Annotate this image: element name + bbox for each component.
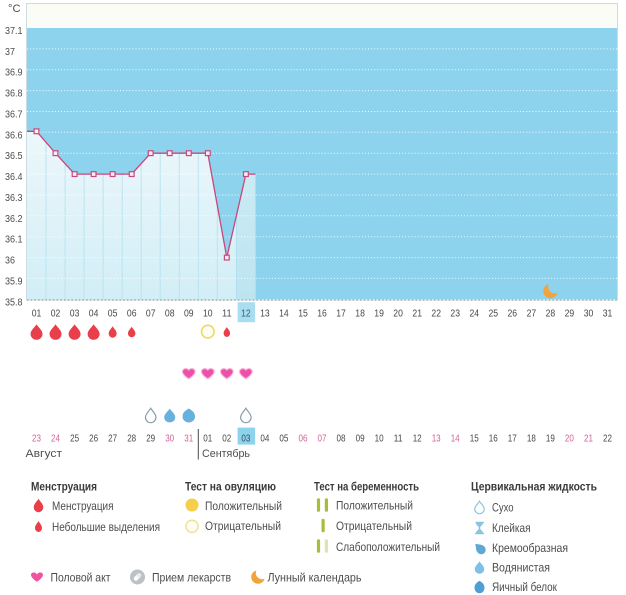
svg-text:Отрицательный: Отрицательный bbox=[336, 519, 412, 533]
svg-text:15: 15 bbox=[298, 309, 308, 320]
svg-text:Положительный: Положительный bbox=[205, 499, 282, 513]
svg-text:05: 05 bbox=[279, 434, 288, 445]
svg-text:20: 20 bbox=[393, 309, 403, 320]
svg-text:Тест на овуляцию: Тест на овуляцию bbox=[185, 480, 276, 494]
svg-text:02: 02 bbox=[222, 434, 231, 445]
svg-text:19: 19 bbox=[374, 309, 384, 320]
svg-text:14: 14 bbox=[451, 434, 460, 445]
svg-text:17: 17 bbox=[336, 309, 346, 320]
svg-text:08: 08 bbox=[165, 309, 175, 320]
svg-text:°C: °C bbox=[8, 3, 21, 15]
svg-text:Небольшие выделения: Небольшие выделения bbox=[52, 520, 160, 534]
svg-text:23: 23 bbox=[450, 309, 460, 320]
svg-text:30: 30 bbox=[584, 309, 594, 320]
svg-text:12: 12 bbox=[241, 309, 251, 320]
svg-text:02: 02 bbox=[51, 309, 61, 320]
svg-text:14: 14 bbox=[279, 309, 289, 320]
svg-text:31: 31 bbox=[603, 309, 613, 320]
svg-text:27: 27 bbox=[108, 434, 117, 445]
svg-text:24: 24 bbox=[51, 434, 60, 445]
svg-text:29: 29 bbox=[146, 434, 155, 445]
svg-text:Цервикальная жидкость: Цервикальная жидкость bbox=[471, 480, 597, 494]
svg-text:Сухо: Сухо bbox=[492, 501, 514, 515]
svg-text:36.7: 36.7 bbox=[5, 110, 23, 121]
svg-text:Отрицательный: Отрицательный bbox=[205, 519, 281, 533]
svg-text:Клейкая: Клейкая bbox=[492, 521, 531, 535]
svg-text:01: 01 bbox=[32, 309, 42, 320]
svg-text:17: 17 bbox=[508, 434, 517, 445]
svg-text:27: 27 bbox=[527, 309, 537, 320]
svg-text:26: 26 bbox=[89, 434, 98, 445]
svg-text:Менструация: Менструация bbox=[52, 499, 114, 513]
svg-text:36.1: 36.1 bbox=[5, 235, 23, 246]
svg-text:25: 25 bbox=[489, 309, 499, 320]
svg-text:Водянистая: Водянистая bbox=[492, 561, 550, 575]
svg-text:01: 01 bbox=[203, 434, 212, 445]
svg-text:13: 13 bbox=[432, 434, 441, 445]
svg-text:10: 10 bbox=[375, 434, 384, 445]
svg-text:36.6: 36.6 bbox=[5, 130, 23, 141]
svg-text:36.4: 36.4 bbox=[5, 172, 23, 183]
svg-text:25: 25 bbox=[70, 434, 79, 445]
svg-text:Яичный белок: Яичный белок bbox=[492, 580, 558, 594]
svg-text:19: 19 bbox=[546, 434, 555, 445]
svg-text:07: 07 bbox=[146, 309, 156, 320]
svg-text:18: 18 bbox=[355, 309, 365, 320]
svg-text:Менструация: Менструация bbox=[31, 480, 97, 494]
svg-text:04: 04 bbox=[260, 434, 269, 445]
svg-text:36.2: 36.2 bbox=[5, 214, 23, 225]
svg-text:16: 16 bbox=[489, 434, 498, 445]
svg-text:36.3: 36.3 bbox=[5, 193, 23, 204]
svg-text:36.5: 36.5 bbox=[5, 151, 23, 162]
svg-text:07: 07 bbox=[318, 434, 327, 445]
svg-text:30: 30 bbox=[165, 434, 174, 445]
svg-text:05: 05 bbox=[108, 309, 118, 320]
svg-text:35.9: 35.9 bbox=[5, 276, 23, 287]
svg-text:20: 20 bbox=[565, 434, 574, 445]
svg-text:Половой акт: Половой акт bbox=[51, 570, 112, 584]
svg-text:08: 08 bbox=[337, 434, 346, 445]
svg-text:04: 04 bbox=[89, 309, 99, 320]
svg-text:29: 29 bbox=[565, 309, 575, 320]
svg-text:Кремообразная: Кремообразная bbox=[492, 541, 568, 555]
svg-text:23: 23 bbox=[32, 434, 41, 445]
svg-text:12: 12 bbox=[413, 434, 422, 445]
svg-text:11: 11 bbox=[222, 309, 232, 320]
svg-text:03: 03 bbox=[241, 434, 250, 445]
svg-text:Положительный: Положительный bbox=[336, 499, 413, 513]
svg-text:22: 22 bbox=[431, 309, 441, 320]
svg-text:06: 06 bbox=[127, 309, 137, 320]
svg-text:Сентябрь: Сентябрь bbox=[202, 448, 250, 460]
svg-text:06: 06 bbox=[299, 434, 308, 445]
svg-text:03: 03 bbox=[70, 309, 80, 320]
svg-text:31: 31 bbox=[184, 434, 193, 445]
svg-text:26: 26 bbox=[508, 309, 518, 320]
svg-text:37.1: 37.1 bbox=[5, 26, 23, 37]
svg-text:Прием лекарств: Прием лекарств bbox=[152, 570, 231, 584]
svg-text:09: 09 bbox=[184, 309, 194, 320]
svg-text:35.8: 35.8 bbox=[5, 297, 23, 308]
svg-text:16: 16 bbox=[317, 309, 327, 320]
svg-text:28: 28 bbox=[127, 434, 136, 445]
svg-text:10: 10 bbox=[203, 309, 213, 320]
svg-text:21: 21 bbox=[412, 309, 422, 320]
svg-text:09: 09 bbox=[356, 434, 365, 445]
svg-text:36: 36 bbox=[5, 256, 15, 267]
svg-text:Слабоположительный: Слабоположительный bbox=[336, 540, 440, 554]
svg-text:18: 18 bbox=[527, 434, 536, 445]
svg-text:36.8: 36.8 bbox=[5, 89, 23, 100]
svg-text:11: 11 bbox=[394, 434, 403, 445]
svg-text:28: 28 bbox=[546, 309, 556, 320]
svg-text:13: 13 bbox=[260, 309, 270, 320]
svg-text:Лунный календарь: Лунный календарь bbox=[268, 570, 362, 584]
svg-text:36.9: 36.9 bbox=[5, 68, 23, 79]
svg-text:Тест на беременность: Тест на беременность bbox=[314, 480, 419, 494]
svg-text:24: 24 bbox=[470, 309, 480, 320]
svg-text:22: 22 bbox=[603, 434, 612, 445]
svg-text:21: 21 bbox=[584, 434, 593, 445]
svg-text:37: 37 bbox=[5, 47, 15, 58]
svg-text:Август: Август bbox=[26, 448, 63, 460]
svg-text:15: 15 bbox=[470, 434, 479, 445]
